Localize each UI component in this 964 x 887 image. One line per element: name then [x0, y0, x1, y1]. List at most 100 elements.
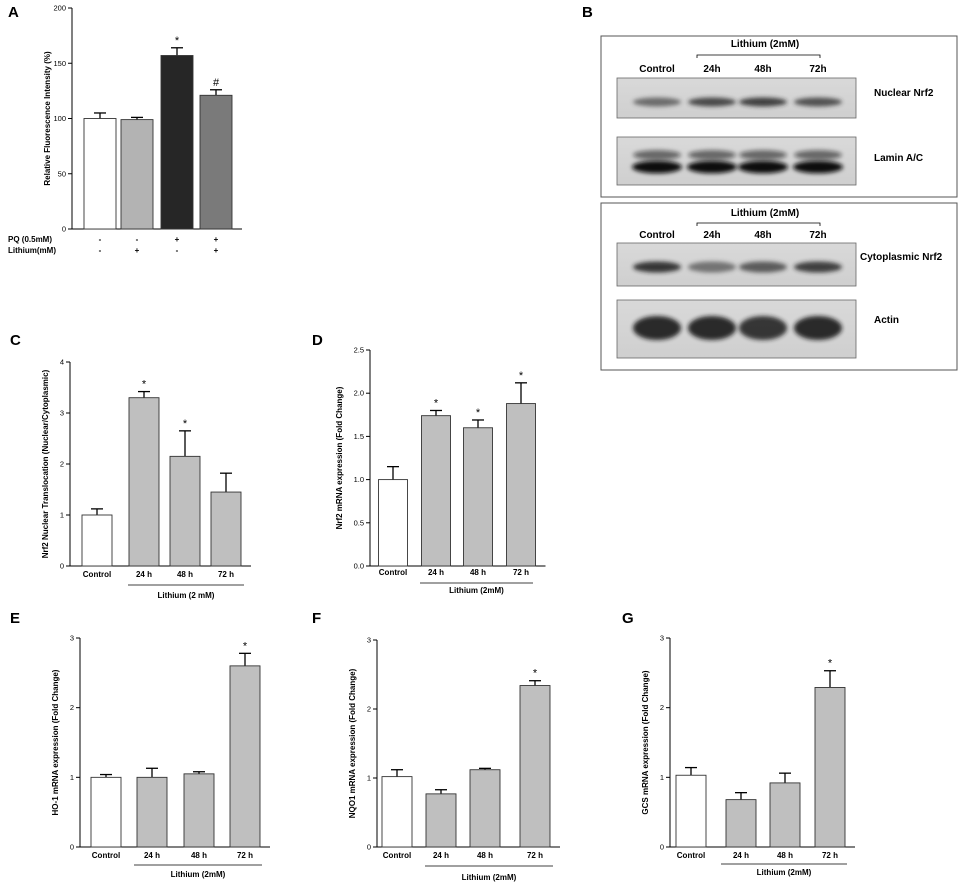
- panel-letter-c: C: [10, 332, 21, 349]
- y-tick-label: 0: [70, 843, 74, 852]
- x-tick-label: 48 h: [477, 851, 493, 860]
- y-tick-label: 200: [53, 4, 66, 13]
- x-tick-label: 72 h: [527, 851, 543, 860]
- bar: [136, 776, 168, 848]
- blot-nuclear-nrf2: [616, 77, 857, 119]
- lane-label: 72h: [809, 230, 826, 241]
- lane-label: Control: [639, 230, 675, 241]
- y-axis-label: Nrf2 Nuclear Translocation (Nuclear/Cyto…: [41, 369, 50, 558]
- bar: [675, 774, 707, 848]
- y-tick-label: 2: [60, 460, 64, 469]
- blot-cytoplasmic-nrf2: [616, 242, 857, 287]
- bar: [519, 685, 551, 848]
- group-label: Lithium (2 mM): [158, 591, 215, 600]
- x-tick-label: 72 h: [822, 851, 838, 860]
- blot-group-label: Lithium (2mM): [731, 39, 799, 50]
- significance-marker: *: [828, 658, 833, 670]
- y-tick-label: 0: [60, 562, 64, 571]
- x-tick-label: 24 h: [136, 570, 152, 579]
- y-axis-label: Nrf2 mRNA expression (Fold Change): [335, 386, 344, 529]
- bar: [229, 665, 261, 848]
- condition-mark: -: [176, 246, 179, 255]
- bar: [210, 491, 242, 567]
- y-tick-label: 2.0: [354, 389, 364, 398]
- y-axis-label: Relative Fluorescence Intensity (%): [43, 51, 52, 186]
- bar: [183, 773, 215, 848]
- y-tick-label: 1.5: [354, 432, 364, 441]
- chart-panel-e: 0 1 2 3 HO-1 mRNA expression (Fold Change) Co…: [51, 634, 270, 879]
- group-label: Lithium (2mM): [171, 870, 226, 879]
- blot-frame-bottom: [600, 202, 958, 371]
- group-label: Lithium (2mM): [449, 586, 504, 595]
- condition-mark: +: [135, 246, 140, 255]
- x-tick-label: 72 h: [237, 851, 253, 860]
- y-tick-label: 100: [53, 114, 66, 123]
- blot-band: [688, 150, 736, 160]
- panel-letter-a: A: [8, 4, 19, 21]
- blot-band: [633, 316, 681, 340]
- panel-letter-g: G: [622, 610, 634, 627]
- panel-letter-d: D: [312, 332, 323, 349]
- x-tick-label: 24 h: [733, 851, 749, 860]
- y-tick-label: 3: [367, 636, 371, 645]
- x-tick-label: 72 h: [513, 568, 529, 577]
- significance-marker: *: [533, 668, 538, 680]
- x-tick-label: 24 h: [144, 851, 160, 860]
- x-tick-label: 48 h: [177, 570, 193, 579]
- blot-row-label: Lamin A/C: [874, 153, 923, 164]
- y-tick-label: 4: [60, 358, 64, 367]
- bar: [128, 397, 160, 567]
- lane-label: 24h: [703, 64, 720, 75]
- x-tick-label: Control: [92, 851, 120, 860]
- blot-band: [739, 261, 787, 273]
- panel-letter-e: E: [10, 610, 20, 627]
- group-label: Lithium (2mM): [462, 873, 517, 882]
- y-tick-label: 150: [53, 59, 66, 68]
- y-tick-label: 1: [70, 773, 74, 782]
- bar: [421, 415, 451, 567]
- condition-label: Lithium(mM): [8, 246, 56, 255]
- significance-marker: *: [142, 379, 147, 391]
- lane-label: 24h: [703, 230, 720, 241]
- blot-band: [739, 150, 787, 160]
- y-tick-label: 2: [660, 703, 664, 712]
- bar: [381, 776, 413, 848]
- y-tick-label: 0: [367, 843, 371, 852]
- blot-band: [633, 97, 681, 107]
- blot-row-label: Nuclear Nrf2: [874, 88, 934, 99]
- y-tick-label: 2.5: [354, 346, 364, 355]
- bar: [120, 119, 154, 230]
- bar: [725, 799, 757, 848]
- y-tick-label: 2: [70, 703, 74, 712]
- bar: [169, 455, 201, 567]
- chart-panel-d: 0.0 0.5 1.0 1.5 2.0 2.5 Nrf2 mRNA expression (…: [335, 346, 546, 595]
- x-tick-label: 24 h: [433, 851, 449, 860]
- lane-label: 72h: [809, 64, 826, 75]
- y-tick-label: 1: [367, 774, 371, 783]
- blot-frame-top: [600, 35, 958, 198]
- bar: [425, 793, 457, 848]
- blot-group-bracket: [696, 222, 821, 226]
- condition-mark: -: [136, 235, 139, 244]
- lane-label: Control: [639, 64, 675, 75]
- blot-band: [633, 150, 681, 160]
- group-label: Lithium (2mM): [757, 868, 812, 877]
- significance-marker: *: [476, 407, 481, 419]
- bar: [81, 514, 113, 567]
- bar: [160, 55, 194, 230]
- condition-mark: +: [175, 235, 180, 244]
- x-tick-label: Control: [379, 568, 407, 577]
- bar: [199, 94, 233, 230]
- significance-marker: *: [183, 418, 188, 430]
- y-tick-label: 50: [58, 169, 66, 178]
- y-tick-label: 0.5: [354, 518, 364, 527]
- western-blot-panel: Control 24h 48h 72h Lithium (2mM) Nuclea…: [600, 35, 958, 371]
- blot-band: [633, 261, 681, 273]
- significance-marker: *: [175, 35, 180, 47]
- condition-mark: -: [99, 246, 102, 255]
- y-tick-label: 3: [70, 634, 74, 643]
- x-tick-label: 48 h: [777, 851, 793, 860]
- condition-label: PQ (0.5mM): [8, 235, 52, 244]
- y-tick-label: 0: [660, 843, 664, 852]
